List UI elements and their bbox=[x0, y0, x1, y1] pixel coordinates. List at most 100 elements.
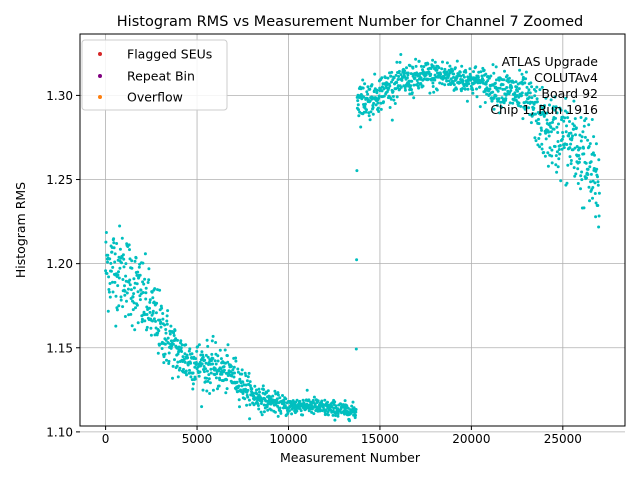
data-point bbox=[568, 120, 571, 123]
data-point bbox=[183, 352, 187, 356]
data-point bbox=[553, 145, 557, 148]
data-point bbox=[197, 343, 201, 347]
data-point bbox=[147, 278, 151, 282]
data-point bbox=[523, 81, 527, 85]
data-point bbox=[201, 355, 205, 359]
data-point bbox=[382, 100, 385, 104]
data-point bbox=[432, 90, 436, 94]
data-point bbox=[429, 72, 433, 76]
x-tick-label: 25000 bbox=[544, 432, 582, 446]
data-point bbox=[125, 299, 128, 303]
data-point bbox=[104, 269, 108, 273]
data-point bbox=[515, 85, 519, 89]
annotation-line-2: COLUTAv4 bbox=[534, 70, 598, 85]
data-point bbox=[403, 88, 407, 92]
data-point bbox=[112, 246, 116, 250]
data-point bbox=[262, 388, 266, 391]
data-point bbox=[512, 80, 515, 84]
data-point bbox=[323, 398, 327, 402]
data-point bbox=[445, 61, 449, 65]
data-point bbox=[136, 321, 140, 325]
data-point bbox=[261, 384, 265, 388]
data-point bbox=[188, 368, 191, 372]
data-point bbox=[428, 91, 432, 95]
data-point bbox=[234, 359, 238, 363]
data-point bbox=[431, 85, 435, 88]
data-point bbox=[334, 404, 338, 408]
data-point bbox=[433, 78, 437, 82]
data-point bbox=[164, 331, 168, 335]
data-point bbox=[201, 353, 205, 357]
data-point bbox=[452, 83, 456, 87]
data-point bbox=[279, 411, 283, 415]
data-point bbox=[517, 95, 521, 99]
data-point bbox=[502, 78, 506, 82]
data-point bbox=[382, 94, 386, 98]
data-point bbox=[568, 146, 572, 150]
data-point bbox=[354, 347, 358, 351]
data-point bbox=[390, 70, 394, 74]
data-point bbox=[240, 372, 244, 376]
data-point bbox=[104, 231, 108, 234]
data-point bbox=[299, 409, 303, 413]
data-point bbox=[534, 119, 538, 123]
data-point bbox=[502, 101, 506, 105]
data-point bbox=[143, 319, 147, 323]
data-point bbox=[140, 320, 144, 324]
data-point bbox=[594, 215, 598, 219]
data-point bbox=[202, 365, 206, 368]
data-point bbox=[498, 111, 501, 115]
data-point bbox=[313, 402, 317, 406]
data-point bbox=[431, 81, 435, 85]
data-point bbox=[145, 325, 149, 329]
data-point bbox=[166, 336, 170, 340]
data-point bbox=[559, 108, 563, 112]
data-point bbox=[530, 96, 534, 100]
data-point bbox=[240, 368, 244, 372]
data-point bbox=[587, 185, 591, 189]
data-point bbox=[225, 378, 229, 382]
data-point bbox=[241, 380, 245, 384]
data-point bbox=[206, 344, 210, 348]
data-point bbox=[389, 74, 393, 78]
data-point bbox=[596, 180, 600, 184]
data-point bbox=[163, 352, 167, 356]
data-point bbox=[184, 343, 188, 347]
annotation-line-3: Board 92 bbox=[541, 86, 598, 101]
data-point bbox=[460, 64, 464, 68]
x-axis-label: Measurement Number bbox=[280, 450, 421, 465]
data-point bbox=[216, 387, 219, 391]
data-point bbox=[585, 176, 588, 180]
data-point bbox=[200, 350, 204, 354]
data-point bbox=[143, 252, 147, 256]
data-point bbox=[118, 247, 122, 251]
data-point bbox=[580, 178, 584, 182]
data-point bbox=[111, 290, 115, 294]
data-point bbox=[548, 146, 552, 150]
data-point bbox=[244, 387, 247, 391]
data-point bbox=[150, 290, 154, 294]
data-point bbox=[458, 70, 462, 74]
data-point bbox=[366, 92, 370, 96]
data-point bbox=[591, 179, 595, 183]
data-point bbox=[538, 132, 542, 136]
data-point bbox=[474, 65, 478, 69]
annotation: ATLAS Upgrade COLUTAv4 Board 92 Chip 1, … bbox=[490, 54, 598, 117]
data-point bbox=[588, 199, 591, 203]
data-point bbox=[198, 370, 202, 374]
data-point bbox=[220, 372, 224, 376]
x-tick-label: 20000 bbox=[452, 432, 490, 446]
data-point bbox=[114, 294, 118, 298]
data-point bbox=[492, 71, 496, 75]
data-point bbox=[580, 170, 584, 174]
data-point bbox=[140, 317, 144, 321]
data-point bbox=[333, 418, 337, 422]
data-point bbox=[222, 365, 226, 369]
data-point bbox=[187, 371, 191, 375]
data-point bbox=[320, 399, 324, 403]
data-point bbox=[373, 72, 377, 76]
data-point bbox=[591, 196, 594, 200]
data-point bbox=[397, 75, 401, 78]
data-point bbox=[422, 65, 426, 69]
data-point bbox=[501, 87, 505, 91]
